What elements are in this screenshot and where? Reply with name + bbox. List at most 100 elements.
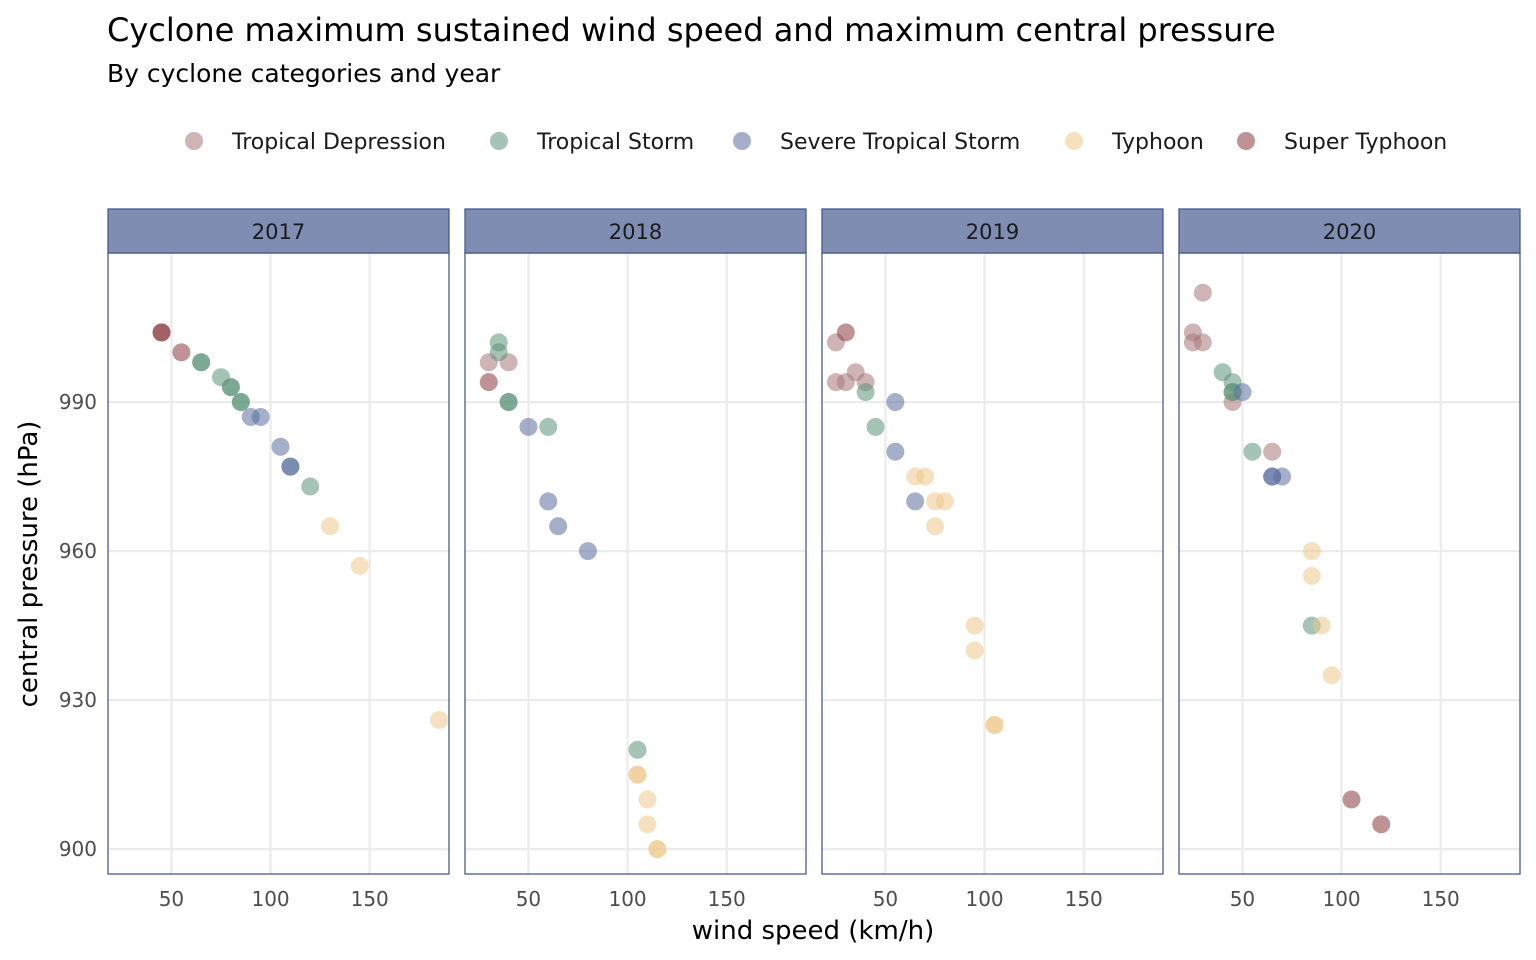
data-point (539, 492, 558, 511)
panel-background (822, 253, 1163, 874)
facet-strip-label: 2019 (966, 220, 1019, 244)
data-point (152, 323, 171, 342)
data-point (628, 740, 647, 759)
facet-strip-label: 2020 (1323, 220, 1376, 244)
y-tick-label: 990 (59, 390, 97, 414)
data-point (350, 556, 369, 575)
legend-item: Tropical Depression (185, 130, 446, 155)
data-point (479, 373, 498, 392)
data-point (539, 417, 558, 436)
data-point (172, 343, 191, 362)
facet-panel: 2020 50 100 150 (1178, 208, 1521, 911)
data-point (1322, 666, 1341, 685)
data-point (836, 323, 855, 342)
data-point (1193, 283, 1212, 302)
x-tick-label: 50 (873, 887, 898, 911)
data-point (1312, 616, 1331, 635)
facet-panel: 2017 50 100 150 (107, 208, 450, 911)
x-tick-label: 100 (1322, 887, 1360, 911)
legend-key (185, 132, 203, 150)
y-tick-label: 960 (59, 539, 97, 563)
x-tick-label: 100 (251, 887, 289, 911)
data-point (856, 383, 875, 402)
legend-item: Tropical Storm (490, 130, 694, 155)
legend-item: Typhoon (1065, 130, 1204, 155)
x-tick-label: 50 (159, 887, 184, 911)
data-point (866, 417, 885, 436)
legend-label: Tropical Storm (536, 130, 694, 155)
data-point (985, 715, 1004, 734)
data-point (1273, 467, 1292, 486)
legend: Tropical Depression Tropical Storm Severe … (185, 130, 1447, 155)
facet-strip (107, 208, 450, 254)
panel-background (1179, 253, 1520, 874)
data-point (638, 815, 657, 834)
data-point (1342, 790, 1361, 809)
data-point (549, 517, 568, 536)
legend-key (1237, 132, 1255, 150)
data-point (906, 492, 925, 511)
data-point (628, 765, 647, 784)
x-axis-label: wind speed (km/h) (692, 916, 934, 946)
legend-item: Super Typhoon (1237, 130, 1447, 155)
x-tick-label: 50 (1230, 887, 1255, 911)
data-point (499, 393, 518, 412)
data-point (231, 393, 250, 412)
data-point (1233, 383, 1252, 402)
x-tick-label: 100 (608, 887, 646, 911)
data-point (1302, 566, 1321, 585)
y-axis-label: central pressure (hPa) (14, 421, 44, 708)
data-point (221, 378, 240, 397)
data-point (489, 343, 508, 362)
facet-strip-label: 2018 (609, 220, 662, 244)
facet-panel: 2018 50 100 150 (464, 208, 807, 911)
data-point (935, 492, 954, 511)
panel-background (108, 253, 449, 874)
data-point (519, 417, 538, 436)
data-point (638, 790, 657, 809)
y-tick-label: 900 (59, 837, 97, 861)
data-point (1263, 442, 1282, 461)
data-point (965, 641, 984, 660)
data-point (301, 477, 320, 496)
x-tick-label: 150 (708, 887, 746, 911)
data-point (281, 457, 300, 476)
chart-title: Cyclone maximum sustained wind speed and… (107, 11, 1276, 49)
facet-strip (464, 208, 807, 254)
legend-label: Super Typhoon (1284, 130, 1447, 155)
data-point (1372, 815, 1391, 834)
legend-key (733, 132, 751, 150)
facet-panel: 2019 50 100 150 (821, 208, 1164, 911)
legend-label: Typhoon (1111, 130, 1204, 155)
data-point (321, 517, 340, 536)
legend-key (490, 132, 508, 150)
x-tick-label: 150 (1065, 887, 1103, 911)
data-point (1193, 333, 1212, 352)
facet-strip (1178, 208, 1521, 254)
data-point (965, 616, 984, 635)
chart-subtitle: By cyclone categories and year (107, 59, 501, 88)
x-tick-label: 150 (351, 887, 389, 911)
y-tick-label: 930 (59, 688, 97, 712)
data-point (578, 542, 597, 561)
data-point (192, 353, 211, 372)
legend-item: Severe Tropical Storm (733, 130, 1020, 155)
legend-key (1065, 132, 1083, 150)
x-tick-label: 100 (965, 887, 1003, 911)
data-point (1302, 542, 1321, 561)
legend-label: Tropical Depression (231, 130, 446, 155)
x-tick-label: 50 (516, 887, 541, 911)
data-point (886, 393, 905, 412)
facet-strip-label: 2017 (252, 220, 305, 244)
data-point (271, 437, 290, 456)
x-tick-label: 150 (1422, 887, 1460, 911)
data-point (430, 710, 449, 729)
data-point (1243, 442, 1262, 461)
data-point (886, 442, 905, 461)
data-point (251, 407, 270, 426)
facet-strip (821, 208, 1164, 254)
data-point (926, 517, 945, 536)
data-point (916, 467, 935, 486)
